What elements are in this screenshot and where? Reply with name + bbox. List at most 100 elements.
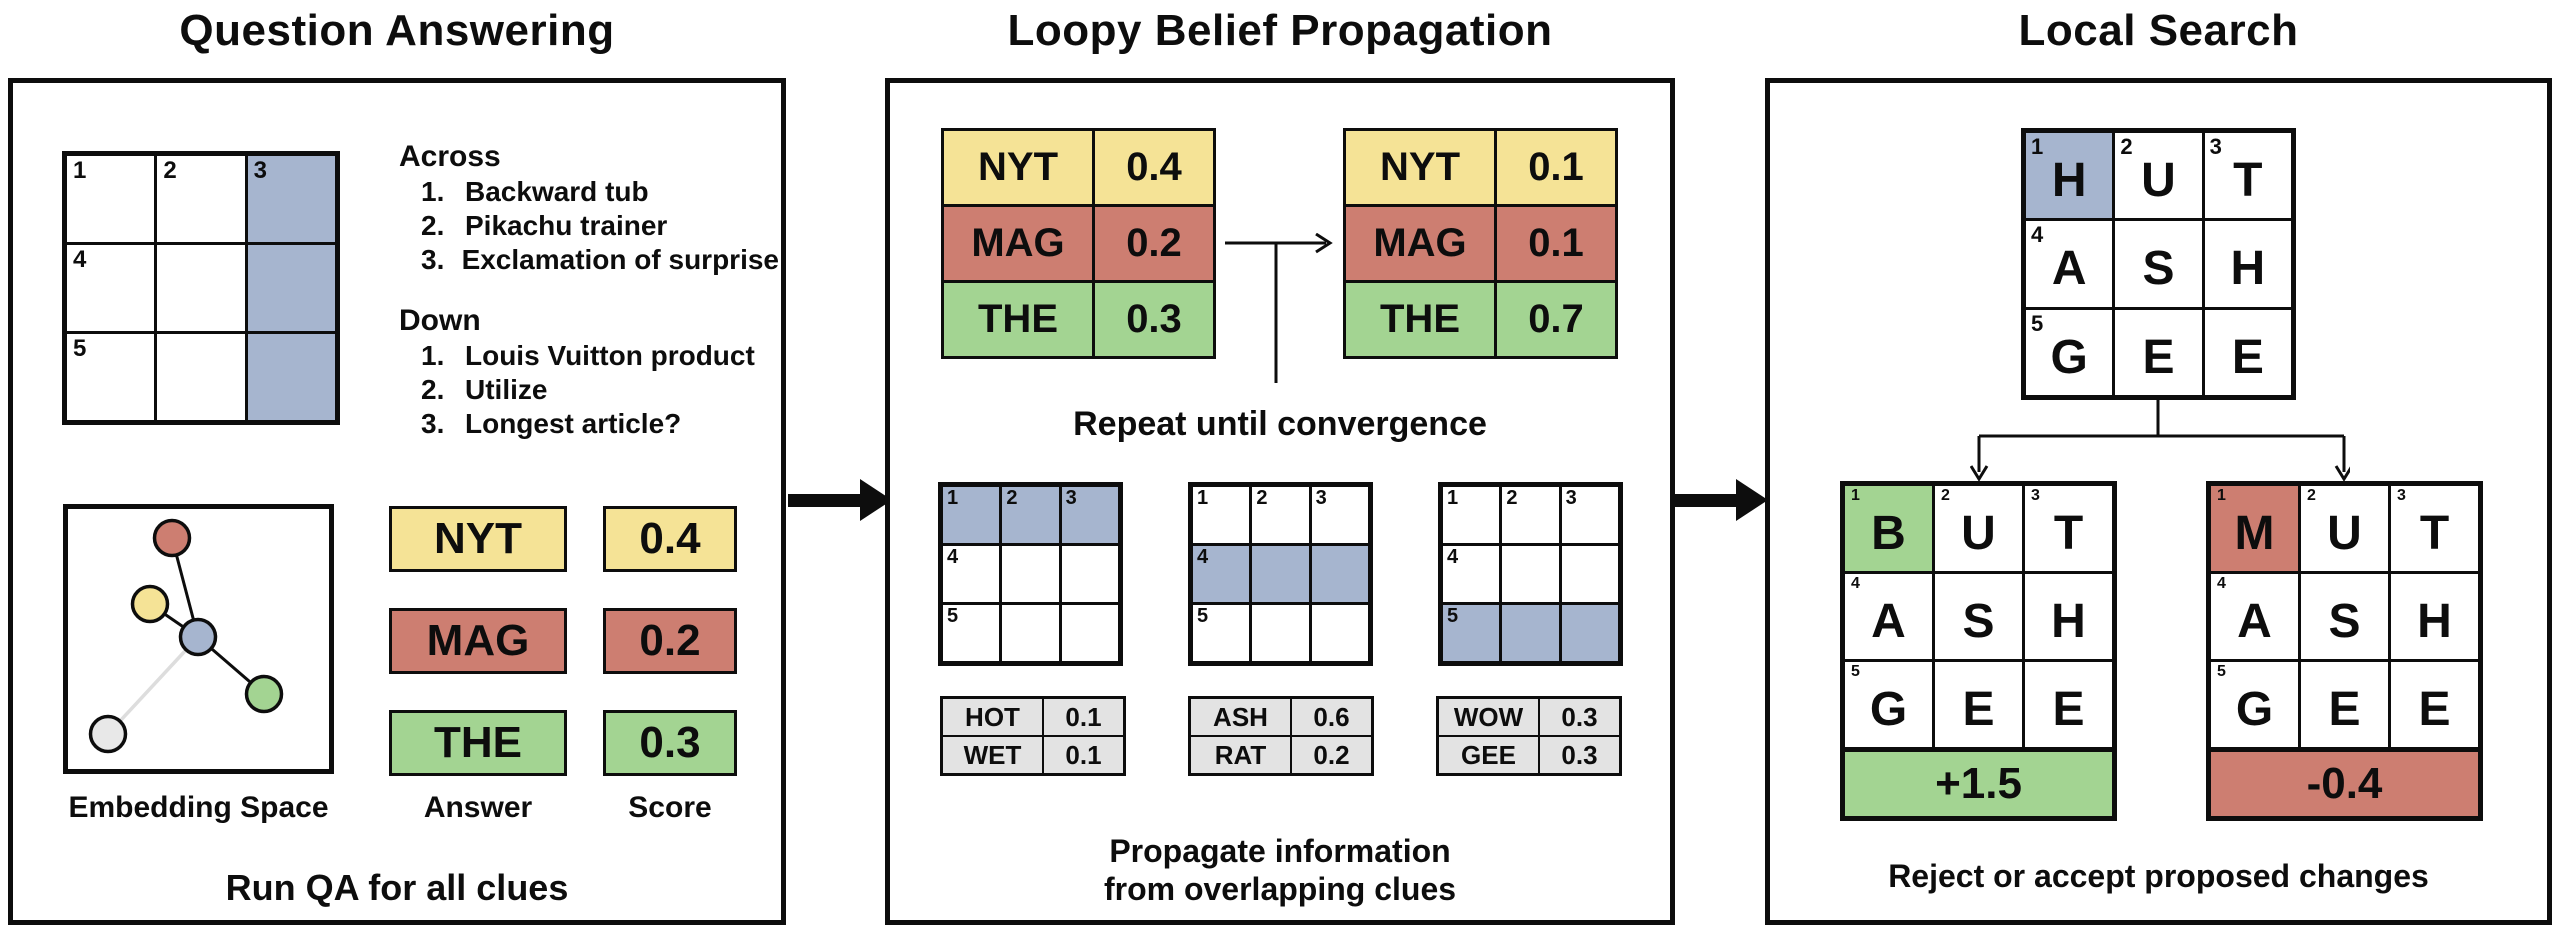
branch-right-arrowhead [2334, 465, 2350, 482]
cell-letter: T [2419, 507, 2450, 560]
cell-letter: A [1871, 595, 1906, 648]
letter-cell: H [2391, 574, 2478, 659]
cell-letter: E [2142, 330, 2175, 384]
accept-score-bar: +1.5 [1845, 747, 2112, 816]
cell-letter: S [1962, 595, 1995, 648]
cell-number: 1 [1851, 487, 1860, 504]
crossword-cell: 1 [943, 487, 1000, 543]
belief-score-cell: 0.1 [1497, 207, 1615, 280]
branch-connector [1970, 400, 2350, 482]
score-box: 0.4 [603, 506, 737, 572]
panel-title-local-search: Local Search [2018, 6, 2299, 55]
branch-left-arrowhead [1970, 465, 1989, 482]
crossword-cell [1061, 546, 1118, 602]
embedding-graph [88, 518, 284, 754]
candidate-table-2: ASH 0.6 RAT 0.2 [1188, 696, 1374, 776]
reject-score-bar: -0.4 [2211, 747, 2478, 816]
clues-down-header: Down [399, 304, 481, 337]
cell-letter: A [2051, 242, 2087, 296]
clue-number: 3. [421, 408, 445, 439]
clue-text: Utilize [465, 374, 548, 405]
candidate-word-cell: GEE [1439, 737, 1538, 773]
cell-number: 3 [2397, 487, 2406, 504]
belief-word-cell: MAG [944, 207, 1092, 280]
cell-number: 3 [2031, 487, 2040, 504]
candidate-score-cell: 0.1 [1044, 737, 1123, 773]
cell-letter: A [2237, 595, 2272, 648]
clue-text: Pikachu trainer [465, 210, 668, 241]
clue-item: 2. Utilize [399, 373, 779, 407]
word-box: MAG [389, 608, 567, 674]
qa-caption: Run QA for all clues [225, 867, 569, 908]
cell-number: 3 [1315, 487, 1327, 509]
cell-number: 2 [2120, 134, 2133, 159]
embedding-node-yellow [130, 584, 170, 624]
repeat-label: Repeat until convergence [1073, 405, 1487, 443]
score-column-label: Score [628, 791, 712, 824]
letter-cell: E [2391, 662, 2478, 747]
arrow-qa-to-lbp [788, 479, 892, 521]
cell-letter: T [2233, 154, 2263, 208]
cell-number: 5 [2217, 663, 2226, 680]
clue-item: 1. Backward tub [399, 175, 779, 209]
clue-item: 1. Louis Vuitton product [399, 339, 779, 373]
cell-letter: G [2050, 330, 2088, 384]
lbp-caption-line2: from overlapping clues [1103, 871, 1457, 907]
cell-number: 1 [947, 487, 959, 509]
edge-blue-gray [106, 635, 200, 736]
convergence-loop-connector [1225, 233, 1333, 383]
candidate-word-cell: RAT [1191, 737, 1290, 773]
cell-letter: U [2327, 507, 2362, 560]
arrow-lbp-to-ls [1664, 479, 1768, 521]
crossword-cell [247, 245, 335, 331]
letter-cell: S [1935, 574, 2022, 659]
cell-number: 2 [2307, 487, 2316, 504]
score-box: 0.3 [603, 710, 737, 776]
cell-number: 2 [163, 157, 177, 184]
cell-number: 3 [1065, 487, 1077, 509]
clue-item: 3. Exclamation of surprise [399, 243, 779, 277]
cell-number: 2 [1941, 487, 1950, 504]
cell-number: 4 [947, 546, 959, 568]
crossword-cell: 4 [67, 245, 155, 331]
embedding-node-blue [178, 617, 218, 657]
cell-number: 4 [1197, 546, 1209, 568]
cell-number: 5 [73, 335, 87, 362]
letter-cell: E [2115, 309, 2202, 395]
answer-column-label: Answer [423, 791, 533, 824]
clue-text: Exclamation of surprise [461, 244, 779, 275]
clue-number: 2. [421, 374, 445, 405]
belief-table-after: NYT 0.1 MAG 0.1 THE 0.7 [1343, 128, 1618, 359]
cell-number: 4 [2031, 222, 2044, 248]
cell-number: 5 [2031, 310, 2044, 336]
panel-loopy-belief-propagation: NYT 0.4 MAG 0.2 THE 0.3 NYT 0.1 MAG 0.1 THE 0.7 Re… [885, 78, 1675, 925]
cell-letter: T [2053, 507, 2084, 560]
candidate-score-cell: 0.1 [1044, 699, 1123, 735]
candidate-word-cell: HOT [943, 699, 1042, 735]
letter-cell: S [2115, 221, 2202, 307]
candidate-score-cell: 0.3 [1540, 737, 1619, 773]
belief-score-cell: 0.7 [1497, 283, 1615, 356]
crossword-cell: 5 [943, 605, 1000, 661]
crossword-cell: 5 [1193, 605, 1250, 661]
clue-list: Across 1. Backward tub 2. Pikachu trainer 3. E… [399, 139, 779, 441]
crossword-cell: 2 [1502, 487, 1559, 543]
embedding-space-label: Embedding Space [68, 791, 329, 824]
clue-item: 3. Longest article? [399, 407, 779, 441]
cell-letter: U [1961, 507, 1996, 560]
clue-grid-across-5: 1 2 3 4 5 [1438, 482, 1623, 666]
belief-score-cell: 0.3 [1095, 283, 1213, 356]
score-box: 0.2 [603, 608, 737, 674]
crossword-cell: 3 [1561, 487, 1618, 543]
clue-text: Backward tub [465, 176, 649, 207]
arrow-shaft [1664, 493, 1736, 507]
word-box: THE [389, 710, 567, 776]
clue-text: Longest article? [465, 408, 682, 439]
